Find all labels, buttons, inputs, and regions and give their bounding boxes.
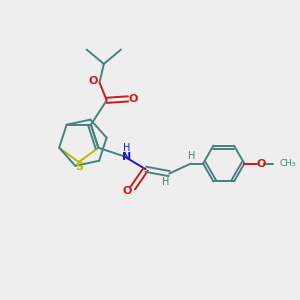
Text: O: O — [129, 94, 138, 104]
Text: H: H — [123, 143, 131, 153]
Text: O: O — [88, 76, 98, 86]
Text: N: N — [122, 152, 132, 162]
Text: H: H — [188, 151, 196, 160]
Text: O: O — [256, 158, 266, 169]
Text: CH₃: CH₃ — [279, 159, 296, 168]
Text: O: O — [123, 186, 132, 196]
Text: S: S — [75, 162, 83, 172]
Text: H: H — [162, 177, 169, 187]
